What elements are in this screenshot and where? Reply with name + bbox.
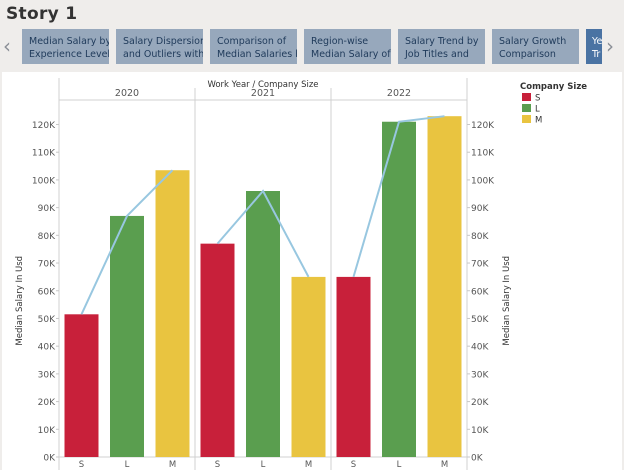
legend-swatch-M <box>522 115 531 123</box>
bar-2020-M <box>155 170 190 457</box>
tab-label-line2: Median Salary of <box>311 49 391 60</box>
y-tick-label-left: 100K <box>32 176 56 186</box>
legend-swatch-S <box>522 93 531 101</box>
legend-label-S: S <box>535 94 540 104</box>
year-header-2021: 2021 <box>251 88 275 99</box>
tab-label-line2: Comparison <box>499 49 556 60</box>
y-tick-label-right: 60K <box>471 287 489 297</box>
x-tick-label: M <box>305 460 312 470</box>
chevron-right-icon[interactable]: › <box>606 34 614 58</box>
bar-2020-S <box>64 314 99 457</box>
y-tick-label-right: 10K <box>471 426 489 436</box>
y-tick-label-right: 50K <box>471 315 489 325</box>
y-tick-label-left: 80K <box>38 232 56 242</box>
x-tick-label: M <box>441 460 448 470</box>
tab-label-line1: Comparison of <box>217 36 287 47</box>
bar-2022-S <box>336 276 371 457</box>
tab-active-partial[interactable]: Ye Tr <box>586 29 602 64</box>
x-tick-label: M <box>169 460 176 470</box>
y-tick-label-left: 70K <box>38 260 56 270</box>
tab-region-wise-median[interactable]: Region-wise Median Salary of <box>304 29 391 64</box>
y-tick-label-left: 40K <box>38 343 56 353</box>
y-tick-label-left: 10K <box>38 426 56 436</box>
y-tick-label-left: 120K <box>32 121 56 131</box>
tab-label-line2: Job Titles and <box>405 49 469 60</box>
y-tick-label-left: 50K <box>38 315 56 325</box>
tab-salary-dispersion[interactable]: Salary Dispersion and Outliers with <box>116 29 203 64</box>
y-tick-label-left: 90K <box>38 204 56 214</box>
legend-title: Company Size <box>520 82 587 92</box>
y-tick-label-left: 30K <box>38 370 56 380</box>
tab-salary-trend-job-titles[interactable]: Salary Trend by Job Titles and <box>398 29 485 64</box>
bar-2022-L <box>382 121 416 458</box>
trend-line-2022 <box>352 115 445 278</box>
chart-title: Work Year / Company Size <box>207 80 318 90</box>
y-tick-label-right: 110K <box>471 149 495 159</box>
y-tick-label-left: 0K <box>43 454 56 464</box>
x-tick-label: L <box>261 460 266 470</box>
bar-2021-S <box>200 243 235 457</box>
trend-line-2021 <box>216 189 310 278</box>
x-tick-label: S <box>79 460 84 470</box>
y-tick-label-right: 40K <box>471 343 489 353</box>
trend-line-2020 <box>80 169 174 315</box>
y-tick-label-right: 70K <box>471 260 489 270</box>
tab-label-line1: Salary Trend by <box>405 36 479 47</box>
bar-2021-L <box>246 191 280 457</box>
y-tick-label-left: 110K <box>32 149 56 159</box>
tab-salary-growth-comparison[interactable]: Salary Growth Comparison <box>492 29 579 64</box>
y-tick-label-right: 90K <box>471 204 489 214</box>
x-tick-label: L <box>397 460 402 470</box>
tab-label-line2: and Outliers with <box>123 49 203 60</box>
year-header-2022: 2022 <box>387 88 411 99</box>
y-tick-label-right: 80K <box>471 232 489 242</box>
y-tick-label-right: 100K <box>471 176 495 186</box>
x-tick-label: S <box>351 460 356 470</box>
tab-label-line2: Experience Level <box>29 49 109 60</box>
tab-label-line1: Salary Growth <box>499 36 567 47</box>
story-title: Story 1 <box>6 4 78 24</box>
x-tick-label: S <box>215 460 220 470</box>
y-tick-label-right: 20K <box>471 398 489 408</box>
x-tick-label: L <box>125 460 130 470</box>
y-tick-label-right: 0K <box>471 454 484 464</box>
tab-label-line2: Median Salaries by <box>217 49 297 60</box>
bar-2022-M <box>427 116 462 457</box>
y-tick-label-left: 20K <box>38 398 56 408</box>
bar-2020-L <box>110 215 144 457</box>
tab-median-salary-by-experience[interactable]: Median Salary by Experience Level <box>22 29 109 64</box>
tab-label-line1: Median Salary by <box>29 36 109 47</box>
year-header-2020: 2020 <box>115 88 139 99</box>
y-axis-title-left: Median Salary In Usd <box>15 256 25 346</box>
legend-label-L: L <box>535 105 540 115</box>
bar-2021-M <box>291 276 326 457</box>
tab-label-line1: Salary Dispersion <box>123 36 203 47</box>
legend-swatch-L <box>522 104 531 112</box>
tab-comparison-median-salaries[interactable]: Comparison of Median Salaries by <box>210 29 297 64</box>
legend-label-M: M <box>535 116 542 126</box>
y-tick-label-right: 30K <box>471 370 489 380</box>
y-tick-label-left: 60K <box>38 287 56 297</box>
y-axis-title-right: Median Salary In Usd <box>502 256 512 346</box>
chevron-left-icon[interactable]: ‹ <box>3 34 11 58</box>
tab-label-line1: Region-wise <box>311 36 369 47</box>
y-tick-label-right: 120K <box>471 121 495 131</box>
